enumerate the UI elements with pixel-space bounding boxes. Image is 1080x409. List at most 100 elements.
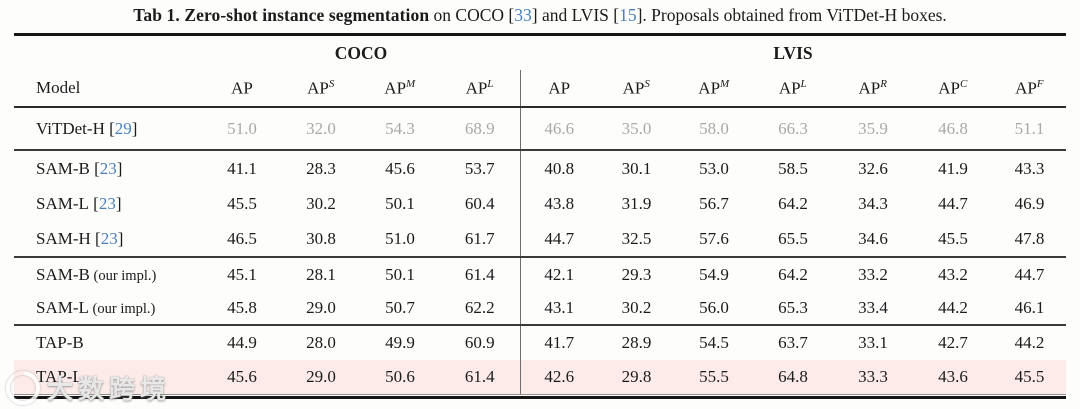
metric-name: AP	[698, 78, 721, 98]
metric-value-cell: 43.6	[913, 360, 993, 395]
metric-value-cell: 28.0	[282, 324, 360, 360]
metric-value-cell: 35.9	[858, 118, 888, 138]
metric-name: AP	[307, 78, 329, 98]
metric-value-cell: 53.0	[675, 149, 753, 186]
metric-value-cell: 49.9	[360, 324, 440, 360]
metric-value-cell: 56.0	[699, 297, 729, 317]
metric-value-cell: 61.4	[440, 256, 520, 291]
model-name-suffix: (our impl.)	[89, 267, 157, 284]
metric-value-cell: 29.0	[282, 360, 360, 395]
citation-bracket: [	[94, 158, 100, 178]
metric-name: AP	[465, 78, 488, 98]
metric-superscript: R	[880, 77, 888, 90]
citation-link[interactable]: 23	[100, 228, 118, 248]
metric-value-cell: 57.6	[699, 228, 729, 248]
metric-value-cell: 51.1	[1014, 118, 1045, 138]
model-name: TAP-B	[36, 333, 84, 352]
metric-value-cell: 54.3	[385, 118, 415, 138]
metric-column-header: APC	[913, 70, 993, 108]
metric-value-cell: 60.4	[464, 193, 495, 213]
metric-value-cell: 64.2	[778, 193, 808, 213]
metric-value-cell: 33.3	[833, 360, 913, 395]
metric-superscript: F	[1036, 77, 1045, 90]
model-cell: ViTDet-H [29]	[14, 107, 202, 150]
metric-superscript: M	[406, 77, 416, 90]
metric-value-cell: 60.9	[440, 324, 520, 360]
metric-value-cell: 45.6	[360, 149, 440, 186]
metric-value-cell: 45.5	[993, 360, 1067, 395]
metric-name: AP	[938, 78, 960, 98]
metric-value-cell: 51.0	[385, 228, 415, 248]
citation-bracket: ]	[131, 118, 138, 138]
metric-value-cell: 28.9	[598, 324, 675, 360]
metric-value-cell: 65.5	[778, 228, 808, 248]
model-cell: SAM-B (our impl.)	[14, 256, 202, 291]
model-cell: TAP-L	[14, 360, 202, 395]
metric-column-header: APL	[753, 70, 833, 108]
metric-name: AP	[231, 78, 253, 98]
metric-value-cell: 30.1	[598, 149, 675, 186]
metric-value-cell: 31.9	[621, 193, 652, 213]
citation-bracket: ]	[116, 158, 123, 178]
metric-value-cell: 29.0	[306, 297, 336, 317]
table-row: SAM-B (our impl.) 45.1 28.1 50.1 61.4 42.1 29.…	[14, 256, 1067, 291]
metric-value-cell: 32.5	[621, 228, 652, 248]
model-name: SAM-H	[36, 228, 91, 248]
citation-bracket: ]	[115, 193, 122, 213]
metric-value-cell: 32.0	[306, 118, 336, 138]
metric-name: AP	[548, 78, 571, 98]
citation-link[interactable]: 29	[114, 118, 132, 138]
metric-name: AP	[858, 78, 881, 98]
metric-value-cell: 42.6	[519, 360, 598, 395]
metric-value-cell: 64.8	[753, 360, 833, 395]
metric-value-cell: 68.9	[464, 118, 495, 138]
citation-link[interactable]: 23	[99, 158, 117, 178]
metric-value-cell: 50.1	[385, 193, 415, 213]
model-name: TAP-L	[36, 367, 83, 386]
metric-value-cell: 33.4	[858, 297, 888, 317]
metric-value-cell: 44.9	[202, 324, 282, 360]
metric-value-cell: 50.7	[385, 297, 415, 317]
metric-value-cell: 58.0	[699, 118, 729, 138]
citation-bracket: [	[613, 5, 620, 25]
metric-value-cell: 46.6	[519, 107, 598, 150]
table-row: ViTDet-H [29] 51.0 32.0 54.3 68.9 46.6 35.0 58.…	[14, 107, 1066, 150]
metric-value-cell: 54.5	[675, 324, 753, 360]
table-row: SAM-H [23] 46.5 30.8 51.0 61.7 44.7 32.5 57.6 65…	[14, 221, 1066, 257]
metric-superscript: L	[800, 77, 808, 90]
citation-link-coco[interactable]: 33	[514, 5, 532, 25]
metric-value-cell: 45.1	[202, 256, 282, 291]
metric-value-cell: 44.7	[993, 256, 1067, 291]
metric-value-cell: 55.5	[675, 360, 753, 395]
table-caption: Tab 1. Zero-shot instance segmentation o…	[10, 5, 1070, 26]
citation-bracket: ]	[531, 5, 538, 25]
metric-value-cell: 63.7	[753, 324, 833, 360]
group-header-row: COCO LVIS	[14, 36, 1066, 70]
metric-value-cell: 43.1	[519, 291, 598, 325]
citation-link-lvis[interactable]: 15	[619, 5, 637, 25]
metric-value-cell: 58.5	[753, 149, 833, 186]
table-row: TAP-L 45.6 29.0 50.6 61.4 42.6 29.8 55.5 64.8 33.…	[14, 360, 1067, 395]
results-table-frame: COCO LVIS Model AP APS APM APL AP APS APM APL AP…	[14, 33, 1067, 399]
metric-value-cell: 51.0	[227, 118, 257, 138]
metric-value-cell: 45.5	[938, 228, 968, 248]
citation-link[interactable]: 23	[98, 193, 116, 213]
caption-text: and LVIS	[537, 5, 614, 25]
model-cell: TAP-B	[14, 324, 202, 360]
model-cell: SAM-B [23]	[14, 149, 202, 186]
table-row: SAM-L [23] 45.5 30.2 50.1 60.4 43.8 31.9 56.7 64…	[14, 186, 1066, 221]
model-cell: SAM-L [23]	[14, 186, 202, 221]
metric-value-cell: 44.2	[938, 297, 968, 317]
table-row: SAM-L (our impl.) 45.8 29.0 50.7 62.2 43.1 30.…	[14, 291, 1066, 325]
metric-value-cell: 66.3	[778, 118, 808, 138]
metric-value-cell: 44.7	[519, 221, 598, 257]
metric-value-cell: 43.2	[913, 256, 993, 291]
metric-value-cell: 29.3	[598, 256, 675, 291]
metric-value-cell: 45.8	[227, 297, 257, 317]
metric-value-cell: 45.6	[202, 360, 282, 395]
metric-superscript: S	[644, 77, 651, 90]
metric-value-cell: 50.6	[360, 360, 440, 395]
metric-value-cell: 34.3	[858, 193, 888, 213]
metric-value-cell: 56.7	[699, 193, 729, 213]
model-name: ViTDet-H	[36, 118, 105, 138]
